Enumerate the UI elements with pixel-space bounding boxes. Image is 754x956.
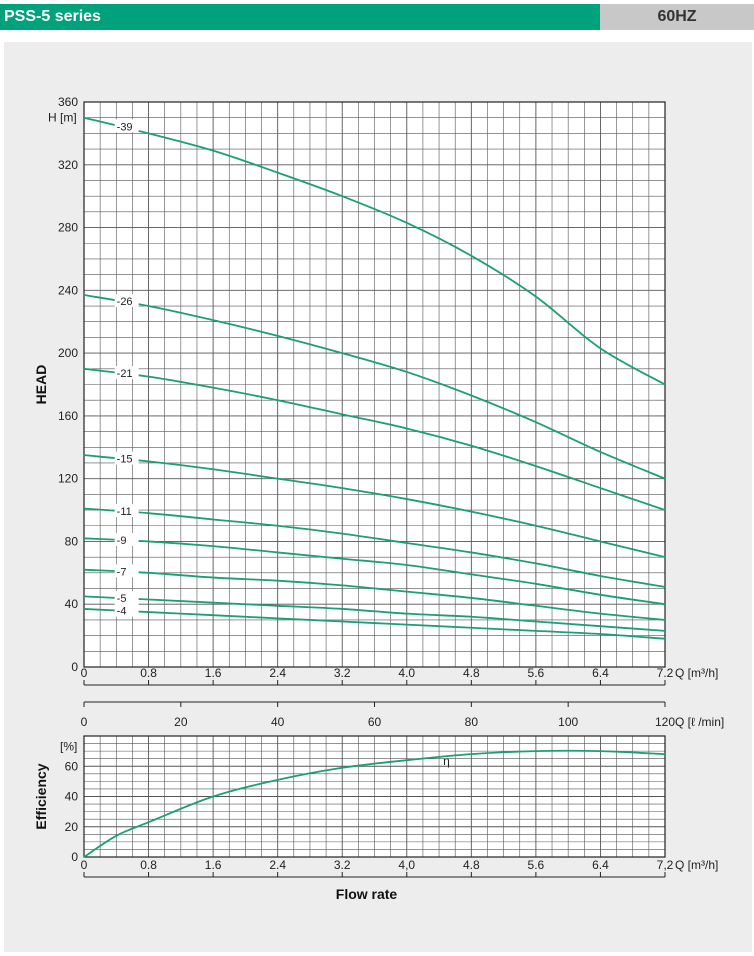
flow-axis-m3h-tick-label: 4.0 <box>398 666 415 680</box>
head-curve-series <box>83 367 666 511</box>
stage-label: -7 <box>117 566 127 578</box>
flow-axis-m3h-tick-label: 0.8 <box>140 666 157 680</box>
flow-axis-m3h-tick-label: 3.2 <box>334 666 351 680</box>
stage-label: -39 <box>117 121 133 133</box>
efficiency-y-unit: [%] <box>60 740 77 754</box>
flow-axis-m3h-tick-label: 7.2 <box>657 666 674 680</box>
head-curve-series <box>83 294 666 480</box>
flow-axis-lmin-tick-label: 120 <box>655 715 675 729</box>
head-y-tick-label: 280 <box>58 221 78 235</box>
head-curve-series <box>83 537 666 606</box>
stage-label-bg <box>114 564 139 578</box>
stage-label-bg <box>114 603 139 617</box>
efficiency-x-tick-label: 0.8 <box>140 858 157 872</box>
head-y-tick-label: 160 <box>58 409 78 423</box>
efficiency-x-tick-label: 6.4 <box>592 858 609 872</box>
stage-label: -9 <box>117 535 127 547</box>
flow-axis-lmin-tick-label: 100 <box>558 715 578 729</box>
stage-label-bg <box>114 591 139 605</box>
head-y-unit: H [m] <box>48 111 77 125</box>
flow-axis-m3h-tick-label: 6.4 <box>592 666 609 680</box>
head-curve-series <box>83 568 666 621</box>
efficiency-y-tick-label: 40 <box>65 790 79 804</box>
efficiency-x-tick-label: 0 <box>81 858 88 872</box>
head-curve-series <box>83 116 666 386</box>
head-y-tick-label: 0 <box>71 660 78 674</box>
frequency-label: 60HZ <box>600 4 754 30</box>
header-bar: PSS-5 series 60HZ <box>0 0 754 30</box>
stage-label-bg <box>114 294 139 308</box>
stage-label-bg <box>114 451 139 465</box>
efficiency-x-tick-label: 5.6 <box>528 858 545 872</box>
efficiency-x-tick-label: 7,2 <box>657 858 674 872</box>
series-title: PSS-5 series <box>0 4 600 30</box>
stage-label: -15 <box>117 454 133 466</box>
efficiency-y-tick-label: 60 <box>65 759 79 773</box>
head-y-tick-label: 80 <box>65 534 79 548</box>
head-y-tick-label: 120 <box>58 472 78 486</box>
stage-label: -4 <box>117 606 127 618</box>
head-y-title: HEAD <box>33 365 49 405</box>
efficiency-curve <box>83 749 666 858</box>
head-y-tick-label: 40 <box>65 597 79 611</box>
stage-label-bg <box>114 119 139 133</box>
stage-label-bg <box>114 504 139 518</box>
flow-axis-lmin-tick-label: 40 <box>271 715 285 729</box>
flow-axis-lmin-tick-label: 0 <box>81 715 88 729</box>
efficiency-x-tick-label: 2.4 <box>269 858 286 872</box>
efficiency-x-tick-label: 4,0 <box>398 858 415 872</box>
stage-label: -21 <box>117 368 133 380</box>
flow-axis-m3h-tick-label: 2.4 <box>269 666 286 680</box>
stage-label-bg <box>114 533 139 547</box>
efficiency-x-tick-label: 4.8 <box>463 858 480 872</box>
stage-label: -5 <box>117 593 127 605</box>
flow-axis-m3h-tick-label: 1.6 <box>205 666 222 680</box>
efficiency-y-title: Efficiency <box>33 763 49 829</box>
flow-axis-lmin-tick-label: 20 <box>174 715 188 729</box>
efficiency-y-tick-label: 0 <box>71 850 78 864</box>
efficiency-curve-label: η <box>443 754 450 768</box>
stage-label-bg <box>114 366 139 380</box>
head-y-tick-label: 360 <box>58 95 78 109</box>
head-curve-series <box>83 595 666 632</box>
efficiency-x-tick-label: 3.2 <box>334 858 351 872</box>
head-curve-series <box>83 454 666 559</box>
head-y-tick-label: 200 <box>58 346 78 360</box>
efficiency-x-title: Flow rate <box>336 886 398 902</box>
head-y-tick-label: 320 <box>58 158 78 172</box>
stage-label: -26 <box>117 296 133 308</box>
head-curve-series <box>83 608 666 640</box>
flow-axis-m3h-tick-label: 0 <box>81 666 88 680</box>
efficiency-x-unit: Q [m³/h] <box>675 858 718 872</box>
flow-axis-lmin-tick-label: 60 <box>368 715 382 729</box>
efficiency-x-tick-label: 1.6 <box>205 858 222 872</box>
head-y-tick-label: 240 <box>58 283 78 297</box>
flow-axis-m3h-tick-label: 5.6 <box>528 666 545 680</box>
flow-axis-lmin-unit: Q [ℓ /min] <box>675 715 724 729</box>
efficiency-plot-frame <box>83 735 666 858</box>
flow-axis-m3h-unit: Q [m³/h] <box>675 666 718 680</box>
stage-label: -11 <box>117 506 132 518</box>
flow-axis-lmin-tick-label: 80 <box>465 715 479 729</box>
head-curve-series <box>83 507 666 588</box>
efficiency-y-tick-label: 20 <box>65 820 79 834</box>
flow-axis-m3h-tick-label: 4.8 <box>463 666 480 680</box>
